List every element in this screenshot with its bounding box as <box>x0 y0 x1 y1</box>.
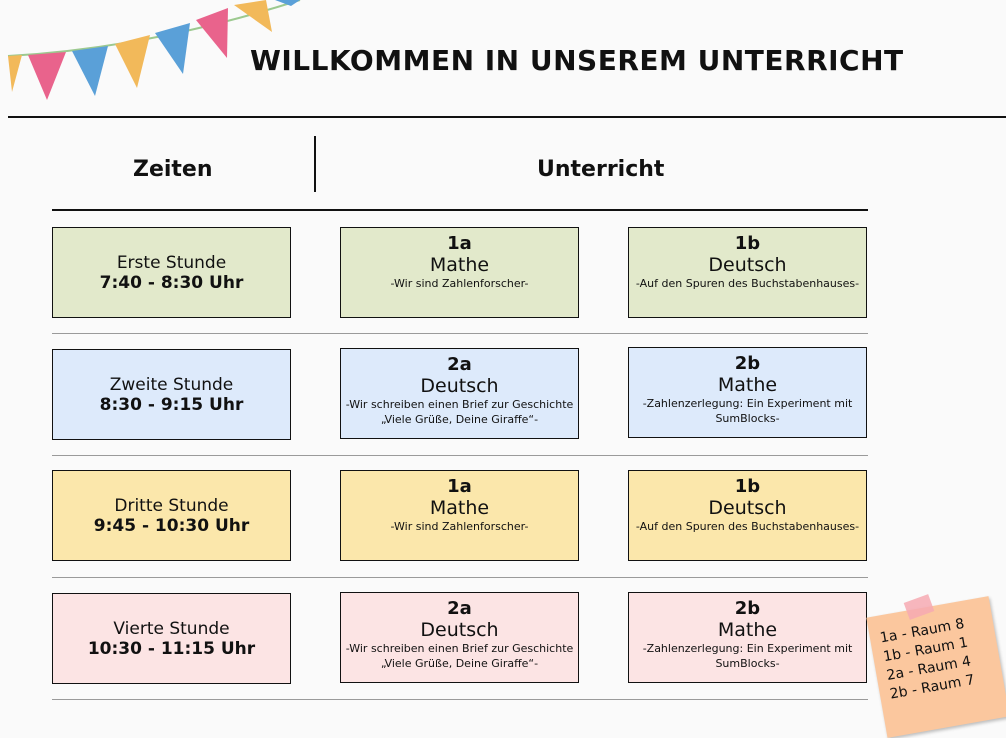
class-label: 2a <box>447 598 472 619</box>
subject-label: Deutsch <box>420 375 499 397</box>
time-range: 9:45 - 10:30 Uhr <box>93 516 250 536</box>
row-divider <box>52 577 868 578</box>
time-cell: Dritte Stunde 9:45 - 10:30 Uhr <box>52 470 291 561</box>
column-header-unterricht: Unterricht <box>537 157 665 182</box>
bunting-decoration <box>7 0 301 100</box>
lesson-cell: 1a Mathe -Wir sind Zahlenforscher- <box>340 227 579 318</box>
room-sticky-note: 1a - Raum 8 1b - Raum 1 2a - Raum 4 2b -… <box>866 596 1006 738</box>
class-label: 1b <box>734 476 761 497</box>
subject-label: Deutsch <box>420 619 499 641</box>
time-name: Dritte Stunde <box>114 496 229 516</box>
lesson-description: -Wir schreiben einen Brief zur Geschicht… <box>345 642 574 670</box>
header-divider <box>52 209 868 211</box>
time-name: Zweite Stunde <box>109 375 234 395</box>
time-cell: Erste Stunde 7:40 - 8:30 Uhr <box>52 227 291 318</box>
lesson-cell: 1a Mathe -Wir sind Zahlenforscher- <box>340 470 579 561</box>
subject-label: Deutsch <box>708 254 787 276</box>
row-divider <box>52 699 868 700</box>
time-range: 8:30 - 9:15 Uhr <box>99 395 244 415</box>
class-label: 1b <box>734 233 761 254</box>
subject-label: Mathe <box>717 619 778 641</box>
column-header-zeiten: Zeiten <box>133 157 213 182</box>
lesson-description: -Wir sind Zahlenforscher- <box>390 520 529 533</box>
page-title: WILLKOMMEN IN UNSEREM UNTERRICHT <box>250 44 904 77</box>
lesson-description: -Wir sind Zahlenforscher- <box>390 277 529 290</box>
time-name: Vierte Stunde <box>113 619 230 639</box>
lesson-cell: 2b Mathe -Zahlenzerlegung: Ein Experimen… <box>628 592 867 683</box>
class-label: 2a <box>447 354 472 375</box>
lesson-description: -Zahlenzerlegung: Ein Experiment mit Sum… <box>642 397 853 425</box>
lesson-description: -Zahlenzerlegung: Ein Experiment mit Sum… <box>642 642 853 670</box>
lesson-cell: 2a Deutsch -Wir schreiben einen Brief zu… <box>340 348 579 439</box>
subject-label: Mathe <box>717 374 778 396</box>
lesson-cell: 1b Deutsch -Auf den Spuren des Buchstabe… <box>628 470 867 561</box>
lesson-cell: 2b Mathe -Zahlenzerlegung: Ein Experimen… <box>628 347 867 438</box>
subject-label: Mathe <box>429 254 490 276</box>
lesson-description: -Auf den Spuren des Buchstabenhauses- <box>635 520 860 533</box>
lesson-description: -Wir schreiben einen Brief zur Geschicht… <box>345 398 574 426</box>
title-divider <box>8 116 1006 118</box>
lesson-cell: 2a Deutsch -Wir schreiben einen Brief zu… <box>340 592 579 683</box>
lesson-description: -Auf den Spuren des Buchstabenhauses- <box>635 277 860 290</box>
subject-label: Deutsch <box>708 497 787 519</box>
time-range: 7:40 - 8:30 Uhr <box>99 273 244 293</box>
subject-label: Mathe <box>429 497 490 519</box>
class-label: 1a <box>447 476 472 497</box>
time-range: 10:30 - 11:15 Uhr <box>87 639 256 659</box>
class-label: 2b <box>734 353 761 374</box>
column-divider <box>314 136 316 192</box>
row-divider <box>52 333 868 334</box>
lesson-cell: 1b Deutsch -Auf den Spuren des Buchstabe… <box>628 227 867 318</box>
class-label: 1a <box>447 233 472 254</box>
row-divider <box>52 455 868 456</box>
class-label: 2b <box>734 598 761 619</box>
time-cell: Vierte Stunde 10:30 - 11:15 Uhr <box>52 593 291 684</box>
time-name: Erste Stunde <box>116 253 227 273</box>
time-cell: Zweite Stunde 8:30 - 9:15 Uhr <box>52 349 291 440</box>
